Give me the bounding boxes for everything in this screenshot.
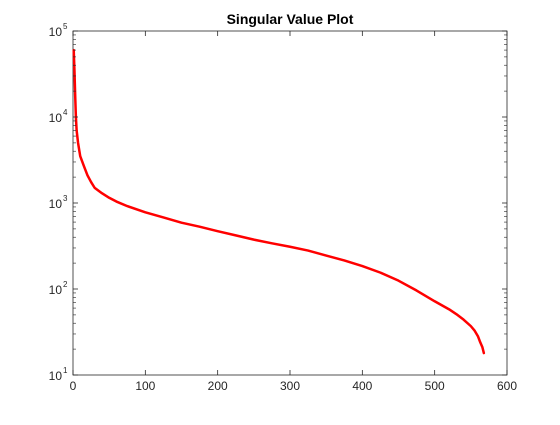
x-tick-label: 400 xyxy=(352,379,372,393)
x-tick-label: 200 xyxy=(208,379,228,393)
y-tick-label-base: 10 xyxy=(49,369,63,383)
x-tick-label: 0 xyxy=(70,379,77,393)
y-tick-label-base: 10 xyxy=(49,197,63,211)
y-tick-label-base: 10 xyxy=(49,283,63,297)
x-tick-label: 500 xyxy=(425,379,445,393)
y-tick-label-exponent: 1 xyxy=(63,366,68,375)
chart-title: Singular Value Plot xyxy=(227,11,354,27)
y-tick-label-exponent: 2 xyxy=(63,280,68,289)
x-tick-label: 100 xyxy=(135,379,155,393)
plot-area xyxy=(73,31,507,375)
y-tick-label-exponent: 5 xyxy=(63,22,68,31)
y-tick-label-exponent: 4 xyxy=(63,108,68,117)
x-tick-label: 300 xyxy=(280,379,300,393)
y-tick-label-base: 10 xyxy=(49,25,63,39)
y-tick-label-base: 10 xyxy=(49,111,63,125)
y-tick-label-exponent: 3 xyxy=(63,194,68,203)
x-tick-label: 600 xyxy=(497,379,517,393)
